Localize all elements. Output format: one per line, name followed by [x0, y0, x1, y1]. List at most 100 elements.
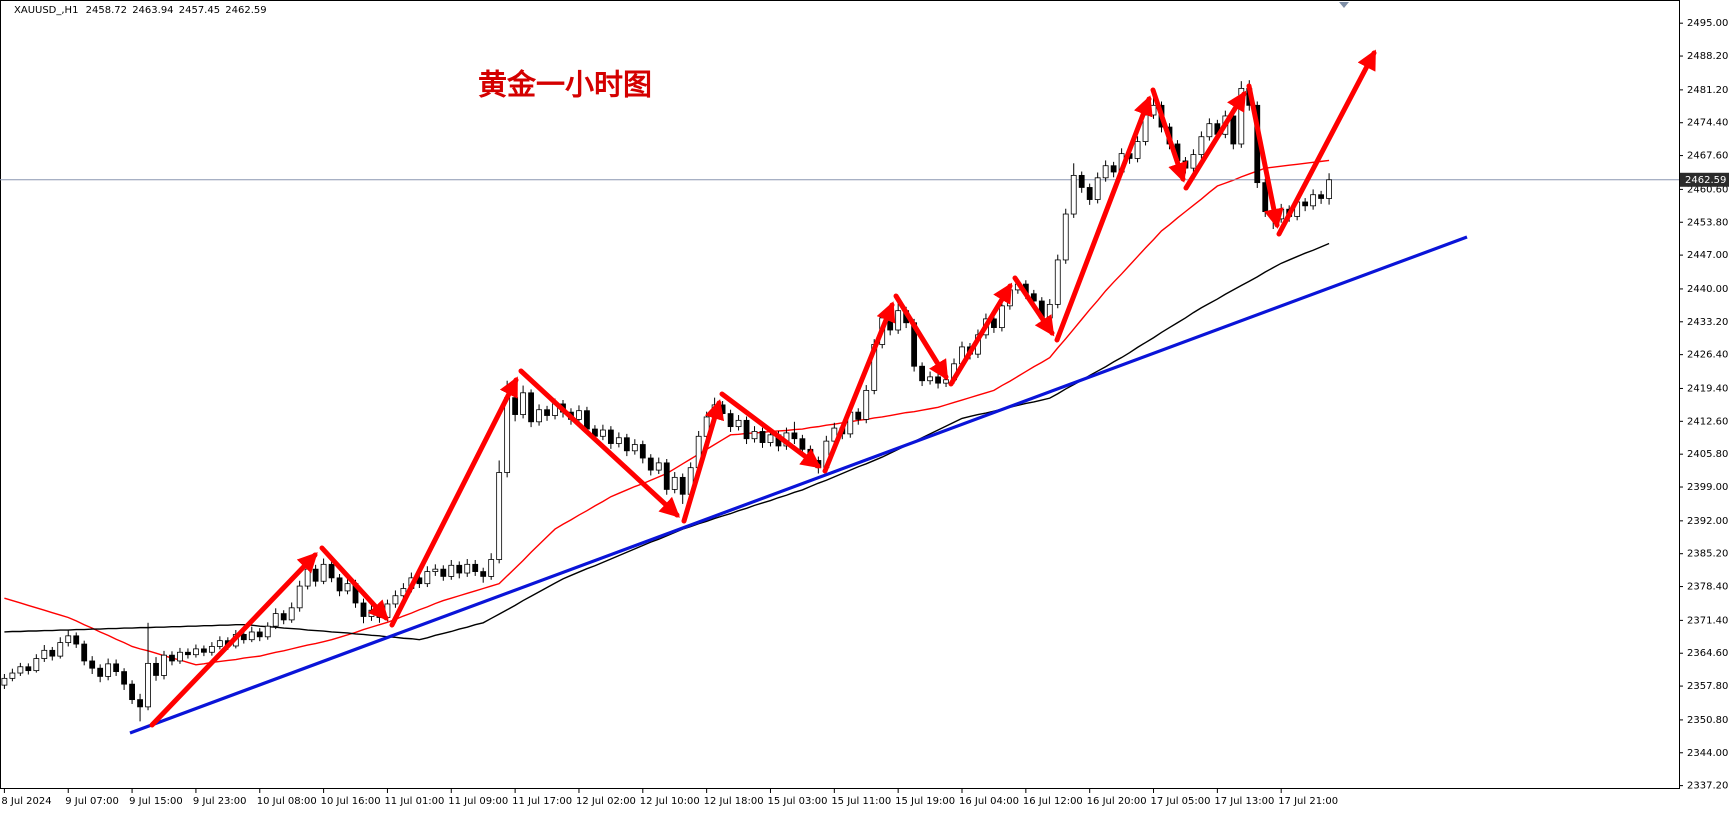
- price-tag-label: 2462.59: [1685, 175, 1726, 186]
- candle-body: [935, 376, 941, 384]
- x-tick-label: 16 Jul 12:00: [1023, 796, 1083, 807]
- candle-body: [759, 431, 766, 443]
- candle-body: [49, 649, 56, 657]
- candle-body: [105, 663, 112, 677]
- candle-body: [719, 404, 726, 414]
- high-value: 2463.94: [132, 5, 173, 16]
- y-tick-label: 2433.20: [1687, 317, 1728, 328]
- x-tick-label: 15 Jul 11:00: [831, 796, 891, 807]
- candle-body: [360, 602, 367, 617]
- candle-body: [248, 631, 255, 641]
- x-tick-label: 11 Jul 09:00: [448, 796, 508, 807]
- candle-body: [9, 672, 16, 679]
- x-tick-label: 12 Jul 10:00: [640, 796, 700, 807]
- candle-body: [256, 631, 263, 638]
- arrows: [149, 49, 1377, 728]
- candle-body: [1102, 165, 1109, 179]
- candle-body: [440, 568, 447, 577]
- candle-body: [767, 434, 774, 443]
- chart-header: XAUUSD_,H1 2458.72 2463.94 2457.45 2462.…: [14, 5, 267, 16]
- x-tick-label: 17 Jul 21:00: [1278, 796, 1338, 807]
- shift-marker: [1339, 2, 1349, 8]
- candle-body: [927, 376, 933, 382]
- candle-body: [607, 429, 614, 444]
- candle-body: [895, 310, 902, 331]
- x-tick-label: 11 Jul 17:00: [512, 796, 572, 807]
- candle-body: [200, 648, 207, 653]
- arrow: [948, 282, 1013, 387]
- candle-body: [663, 462, 670, 490]
- candle-body: [727, 413, 734, 428]
- candle-body: [1110, 165, 1117, 173]
- candle-body: [919, 365, 925, 382]
- candle-body: [57, 642, 64, 657]
- candle-body: [1086, 187, 1093, 200]
- moving-average: [4, 242, 1330, 641]
- candle-body: [496, 472, 503, 560]
- arrow: [1054, 95, 1153, 343]
- candle-body: [208, 646, 215, 653]
- candle-body: [448, 564, 455, 577]
- x-tick-label: 17 Jul 13:00: [1214, 796, 1274, 807]
- candle-body: [488, 559, 495, 577]
- candle-body: [751, 431, 758, 440]
- arrow: [1150, 87, 1188, 183]
- candle-body: [655, 462, 662, 471]
- candle-body: [456, 564, 463, 574]
- candle-body: [480, 571, 487, 577]
- candle-body: [1150, 104, 1157, 116]
- candle-body: [1070, 174, 1077, 215]
- candle-body: [831, 427, 838, 442]
- candle-body: [600, 429, 606, 437]
- candle-body: [520, 392, 526, 415]
- candle-body: [743, 419, 750, 440]
- arrow: [681, 399, 725, 524]
- arrow: [1246, 83, 1284, 229]
- candle-body: [1182, 160, 1189, 169]
- candle-body: [312, 568, 319, 582]
- y-tick-label: 2378.40: [1687, 582, 1728, 593]
- candle-body: [1, 677, 8, 686]
- y-tick-label: 2467.60: [1687, 151, 1728, 162]
- candle-body: [1046, 303, 1053, 319]
- x-tick-label: 12 Jul 18:00: [704, 796, 764, 807]
- arrow: [319, 545, 389, 621]
- axes: 2495.00 2488.20 2481.20 2474.40 2467.60 2460.…: [1, 18, 1729, 807]
- candle-body: [1326, 179, 1332, 199]
- candle-body: [863, 389, 870, 420]
- candle-body: [177, 651, 183, 662]
- arrow: [822, 301, 896, 474]
- candle-body: [17, 666, 24, 674]
- candle-body: [73, 635, 80, 645]
- x-tick-label: 10 Jul 16:00: [321, 796, 381, 807]
- candle-body: [153, 662, 159, 676]
- candle-body: [615, 437, 622, 444]
- candle-body: [1054, 259, 1061, 305]
- candle-body: [97, 667, 104, 677]
- candle-body: [89, 660, 96, 669]
- x-tick-label: 9 Jul 15:00: [129, 796, 183, 807]
- candle-body: [1278, 208, 1285, 220]
- y-tick-label: 2495.00: [1687, 18, 1728, 29]
- candle-body: [943, 379, 949, 384]
- x-tick-label: 12 Jul 02:00: [576, 796, 636, 807]
- candle-body: [432, 568, 439, 572]
- x-tick-label: 9 Jul 23:00: [193, 796, 247, 807]
- candle-body: [272, 613, 279, 627]
- candle-body: [1230, 115, 1237, 145]
- candle-body: [185, 651, 191, 656]
- candle-body: [193, 648, 199, 656]
- y-tick-label: 2453.80: [1687, 217, 1728, 228]
- candle-body: [264, 625, 271, 638]
- trend-line: [129, 235, 1468, 735]
- candle-body: [25, 666, 32, 672]
- candle-body: [424, 571, 431, 585]
- y-tick-label: 2337.20: [1687, 781, 1728, 792]
- x-tick-label: 10 Jul 08:00: [257, 796, 317, 807]
- candle-body: [639, 444, 646, 459]
- x-tick-label: 11 Jul 01:00: [384, 796, 444, 807]
- candle-body: [320, 563, 327, 582]
- candle-body: [113, 663, 120, 672]
- candle-body: [991, 318, 997, 328]
- y-tick-label: 2357.80: [1687, 681, 1728, 692]
